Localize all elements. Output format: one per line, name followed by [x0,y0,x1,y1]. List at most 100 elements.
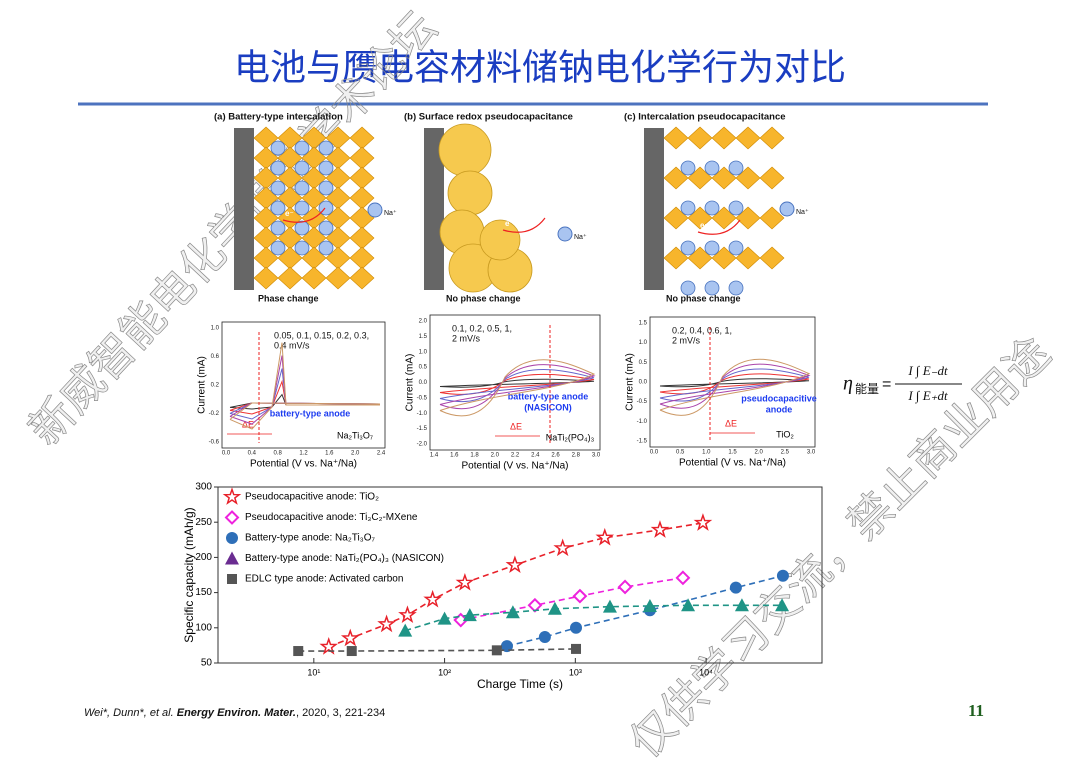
legend-marker [227,574,237,584]
ion-label: Na⁺ [384,209,397,217]
plot-frame [649,316,816,448]
sodium-site [294,200,310,216]
x-tick-label: 1.4 [430,453,439,459]
plot-frame [221,321,386,449]
data-point [340,628,360,647]
sodium-site [270,160,286,176]
data-point [570,621,583,634]
sodium-site [270,220,286,236]
rate-label: 0.05, 0.1, 0.15, 0.2, 0.3, [274,330,369,340]
rate-label: 0.2, 0.4, 0.6, 1, [672,325,732,335]
slide-title: 电池与赝电容材料储钠电化学行为对比 [234,47,846,88]
octahedron [711,206,737,230]
x-tick-label: 3.0 [592,453,601,459]
particle [479,219,521,261]
octahedron [663,246,689,270]
formula-symbol: η [843,373,853,395]
octahedron [735,246,761,270]
octahedron [349,246,375,270]
sodium-ion [367,202,383,218]
y-tick-label: -0.5 [637,399,648,405]
x-tick-label: 0.4 [248,451,257,457]
arrow [502,217,546,233]
x-axis-label: Potential (V vs. Na⁺/Na) [462,461,569,472]
legend-label: Pseudocapacitive anode: TiO₂ [245,492,379,503]
legend-marker [224,510,240,525]
data-point [571,643,582,654]
material-label: TiO₂ [776,429,794,439]
octahedron [253,266,279,290]
octahedron [687,246,713,270]
legend-marker [226,532,238,544]
octahedron [349,266,375,290]
y-tick-label: -0.2 [209,411,220,417]
formula: η 能量 = I ∫ E₋dt I ∫ E₊dt [843,363,962,404]
y-tick-label: 0.0 [419,380,428,386]
data-point [642,598,657,612]
plot-frame [217,486,823,664]
y-tick-label: 0.5 [639,360,648,366]
data-point [650,520,670,538]
sodium-site [728,280,744,296]
x-tick-label: 0.5 [676,450,685,456]
y-tick-label: 50 [201,658,213,669]
x-tick-label: 3.0 [807,450,816,456]
panel-title: (a) Battery-type intercalation [214,112,343,123]
y-axis-label: Current (mA) [197,356,208,414]
y-tick-label: 0.5 [419,365,428,371]
formula-denominator: I ∫ E₊dt [907,388,948,404]
formula-equals: = [882,376,891,393]
x-tick-label: 2.8 [572,453,581,459]
y-tick-label: 150 [195,587,212,598]
particle [447,170,493,216]
x-tick-label: 0.0 [222,451,231,457]
data-point [491,645,502,656]
octahedron [711,246,737,270]
rate-label: 2 mV/s [452,333,481,343]
y-axis-label: Current (mA) [405,354,416,412]
sodium-site [270,180,286,196]
octahedron [759,126,785,150]
rate-label: 0.4 mV/s [274,340,310,350]
y-tick-label: 200 [195,552,212,563]
x-tick-label: 10² [438,667,451,677]
y-tick-label: -1.0 [637,419,648,425]
x-tick-label: 1.8 [470,453,479,459]
watermark: 新威智能电化学储能学术论坛 [20,3,446,455]
y-tick-label: -1.0 [417,411,428,417]
sodium-site [680,200,696,216]
octahedron [277,266,303,290]
octahedron [663,206,689,230]
x-tick-label: 2.5 [781,450,790,456]
sodium-site [318,140,334,156]
curve-label: (NASICON) [524,402,572,412]
x-axis-label: Charge Time (s) [477,677,563,691]
x-tick-label: 1.6 [325,451,334,457]
sodium-site [294,140,310,156]
x-tick-label: 1.2 [299,451,308,457]
data-point [527,597,543,613]
sodium-site [294,160,310,176]
particle [438,123,492,177]
data-point [617,579,633,595]
electron-label: e⁻ [505,219,514,228]
octahedron [687,206,713,230]
y-tick-label: 1.5 [419,334,428,340]
octahedron [711,126,737,150]
data-point [505,555,525,574]
octahedron [349,226,375,250]
data-point [775,598,790,612]
x-axis-label: Potential (V vs. Na⁺/Na) [250,459,357,470]
legend-marker [225,551,239,565]
legend-marker [222,487,242,505]
data-point [437,611,452,625]
y-tick-label: -0.5 [417,395,428,401]
citation-journal: Energy Environ. Mater. [177,707,296,719]
data-point [553,538,572,557]
panel-title: (b) Surface redox pseudocapacitance [404,112,573,123]
data-point [572,588,588,604]
x-tick-label: 1.0 [702,450,711,456]
cv-curve [439,373,595,395]
legend-label: EDLC type anode: Activated carbon [245,574,403,585]
